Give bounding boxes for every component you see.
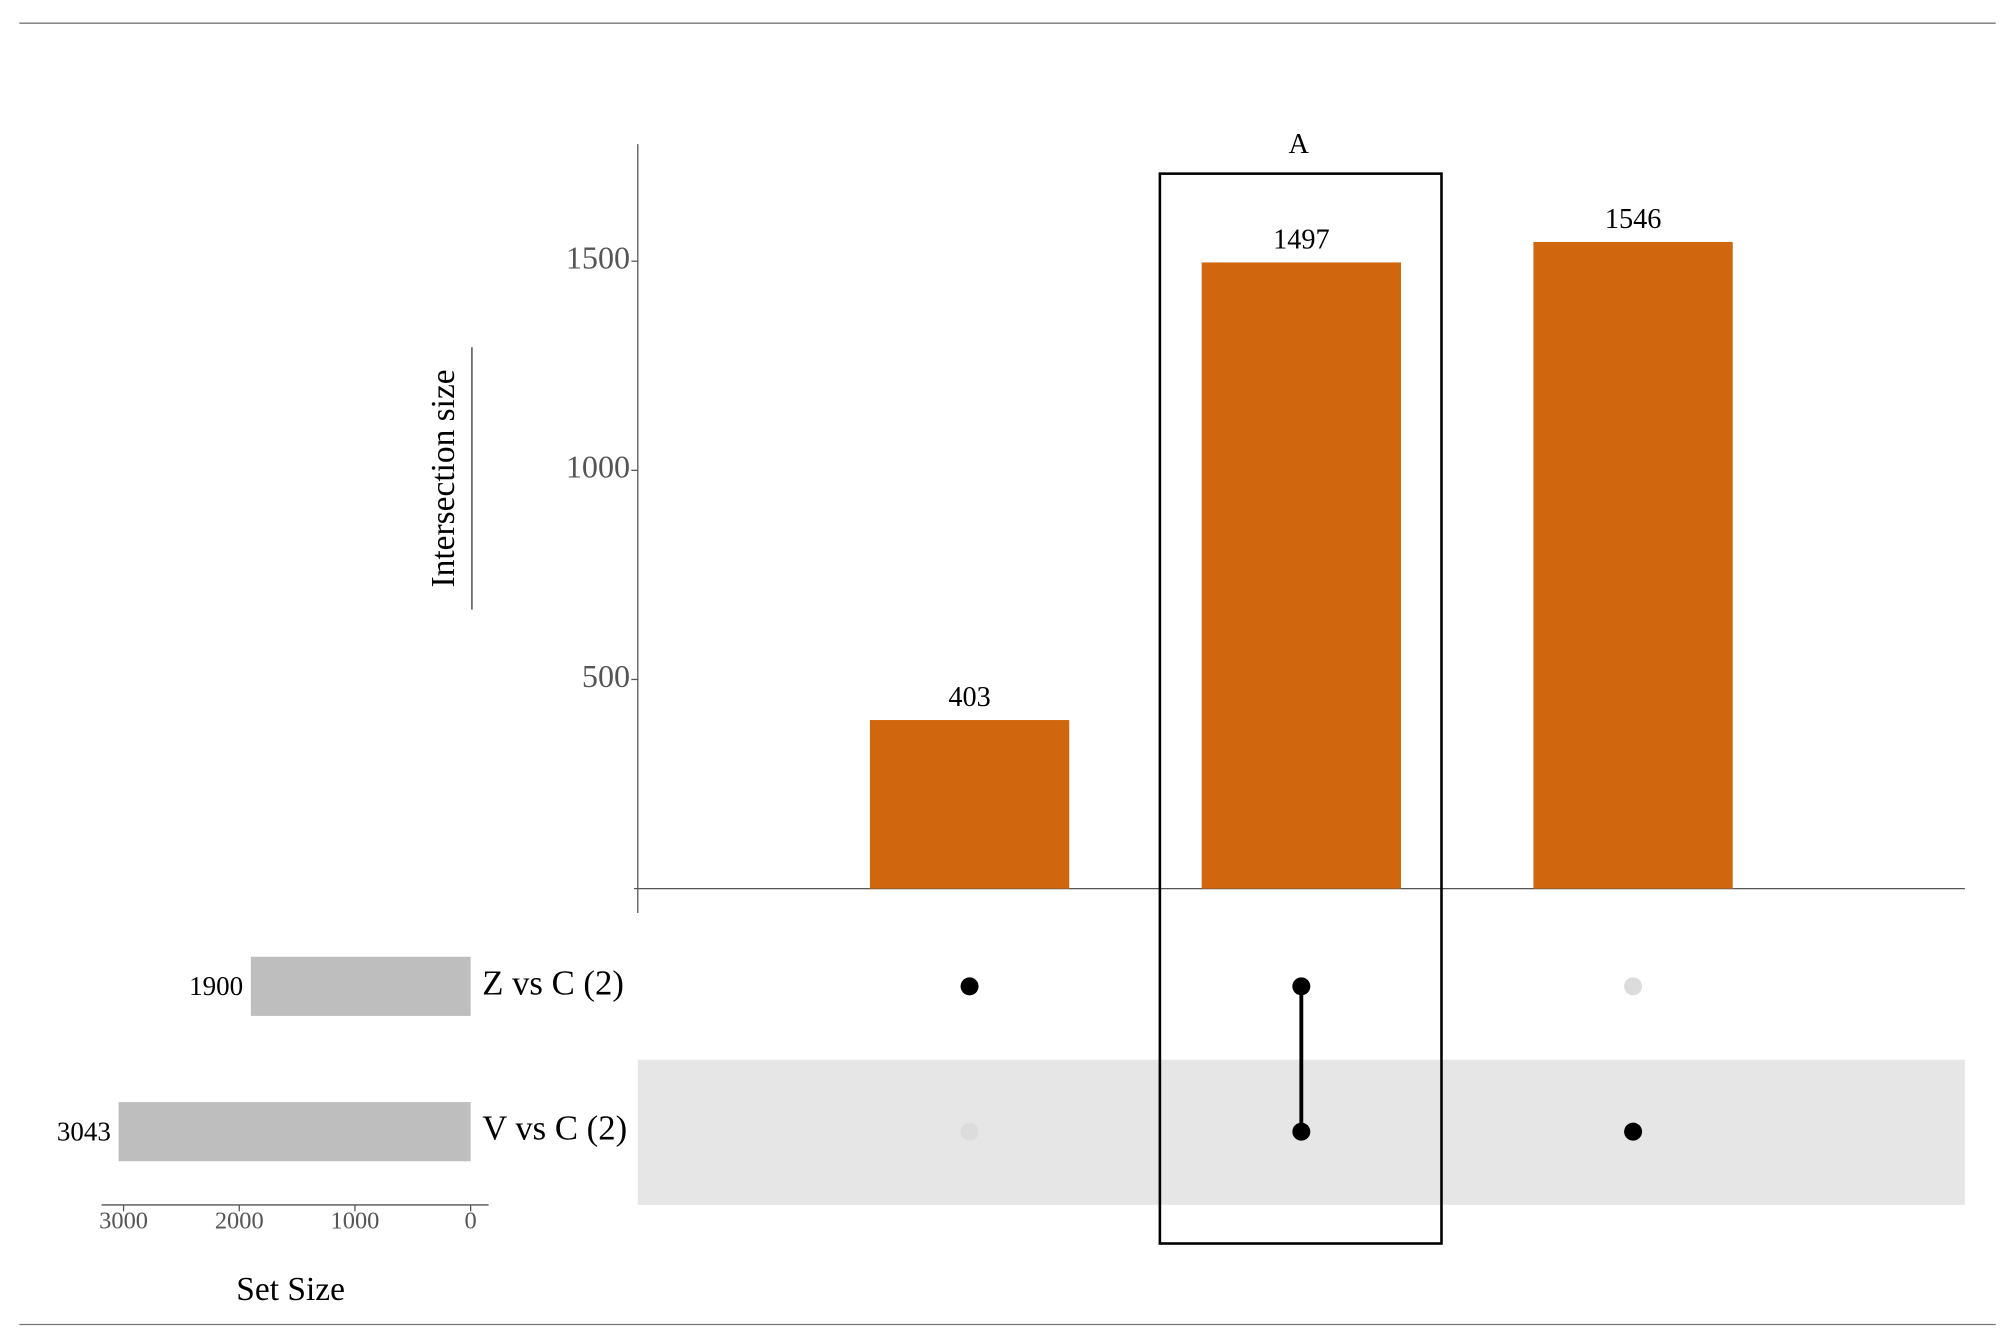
set-bar-label: 3043 bbox=[57, 1116, 111, 1146]
bar bbox=[1533, 241, 1733, 889]
annotation: A bbox=[1289, 129, 1310, 160]
y-axis-label: Intersection size bbox=[425, 369, 462, 587]
set-name: Z vs C (2) bbox=[482, 963, 624, 1002]
y-tick-label: 1500 bbox=[566, 240, 630, 276]
membership-dot bbox=[1292, 1122, 1311, 1141]
bar-label: 1497 bbox=[1273, 224, 1330, 255]
membership-dot bbox=[1624, 1122, 1643, 1141]
bar bbox=[869, 720, 1070, 889]
set-bar-label: 1900 bbox=[189, 971, 243, 1001]
highlight-box bbox=[1158, 172, 1443, 1245]
set-bar bbox=[250, 956, 471, 1016]
set-tick-label: 2000 bbox=[215, 1208, 264, 1235]
membership-dot bbox=[960, 1122, 979, 1141]
set-tick-label: 1000 bbox=[331, 1208, 380, 1235]
bar-label: 403 bbox=[948, 682, 990, 713]
membership-dot bbox=[960, 977, 979, 996]
set-tick-label: 0 bbox=[465, 1208, 477, 1235]
set-axis-label: Set Size bbox=[236, 1271, 345, 1308]
bar-label: 1546 bbox=[1605, 204, 1662, 235]
y-tick-label: 1000 bbox=[566, 449, 630, 485]
set-bar bbox=[118, 1102, 471, 1162]
set-tick-label: 3000 bbox=[99, 1208, 148, 1235]
membership-dot bbox=[1292, 977, 1311, 996]
y-tick-label: 500 bbox=[582, 658, 630, 694]
set-name: V vs C (2) bbox=[482, 1109, 627, 1148]
membership-dot bbox=[1624, 977, 1643, 996]
bar bbox=[1201, 262, 1401, 889]
